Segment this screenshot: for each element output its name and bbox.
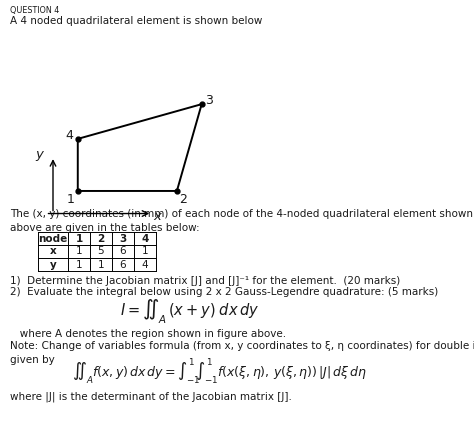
Text: 1: 1 xyxy=(76,247,82,256)
Text: node: node xyxy=(38,233,68,243)
Text: 1: 1 xyxy=(98,260,104,270)
Text: 4: 4 xyxy=(142,260,148,270)
Text: x: x xyxy=(50,247,56,256)
Text: 1: 1 xyxy=(66,193,74,206)
Text: A 4 noded quadrilateral element is shown below: A 4 noded quadrilateral element is shown… xyxy=(10,16,263,26)
Text: 4: 4 xyxy=(65,129,73,142)
Text: 1: 1 xyxy=(76,260,82,270)
Text: 1: 1 xyxy=(75,233,82,243)
Text: $I = \iint_A\,(x + y)\;dx\,dy$: $I = \iint_A\,(x + y)\;dx\,dy$ xyxy=(120,298,260,326)
Text: 6: 6 xyxy=(120,247,126,256)
Text: QUESTION 4: QUESTION 4 xyxy=(10,6,59,15)
Text: The (x, y) coordinates (in mm) of each node of the 4-noded quadrilateral element: The (x, y) coordinates (in mm) of each n… xyxy=(10,209,474,233)
Text: 5: 5 xyxy=(98,247,104,256)
Text: y: y xyxy=(50,260,56,270)
Text: 4: 4 xyxy=(141,233,149,243)
Text: Note: Change of variables formula (from x, y coordinates to ξ, η coordinates) fo: Note: Change of variables formula (from … xyxy=(10,341,474,365)
Text: where A denotes the region shown in figure above.: where A denotes the region shown in figu… xyxy=(10,329,286,339)
Text: 2)  Evaluate the integral below using 2 x 2 Gauss-Legendre quadrature: (5 marks): 2) Evaluate the integral below using 2 x… xyxy=(10,287,438,297)
Text: 1: 1 xyxy=(142,247,148,256)
Text: x: x xyxy=(153,210,161,223)
Text: 3: 3 xyxy=(119,233,127,243)
Text: where |J| is the determinant of the Jacobian matrix [J].: where |J| is the determinant of the Jaco… xyxy=(10,392,292,402)
Text: 1)  Determine the Jacobian matrix [J] and [J]⁻¹ for the element.  (20 marks): 1) Determine the Jacobian matrix [J] and… xyxy=(10,276,400,286)
Text: y: y xyxy=(36,148,43,161)
Text: 3: 3 xyxy=(205,94,213,107)
Text: 2: 2 xyxy=(179,193,187,206)
Text: 6: 6 xyxy=(120,260,126,270)
Text: 2: 2 xyxy=(97,233,105,243)
Text: $\iint_A f(x,y)\,dx\,dy = \int_{-1}^{1}\!\!\int_{-1}^{1} f(x(\xi,\eta),\,y(\xi,\: $\iint_A f(x,y)\,dx\,dy = \int_{-1}^{1}\… xyxy=(73,356,368,386)
